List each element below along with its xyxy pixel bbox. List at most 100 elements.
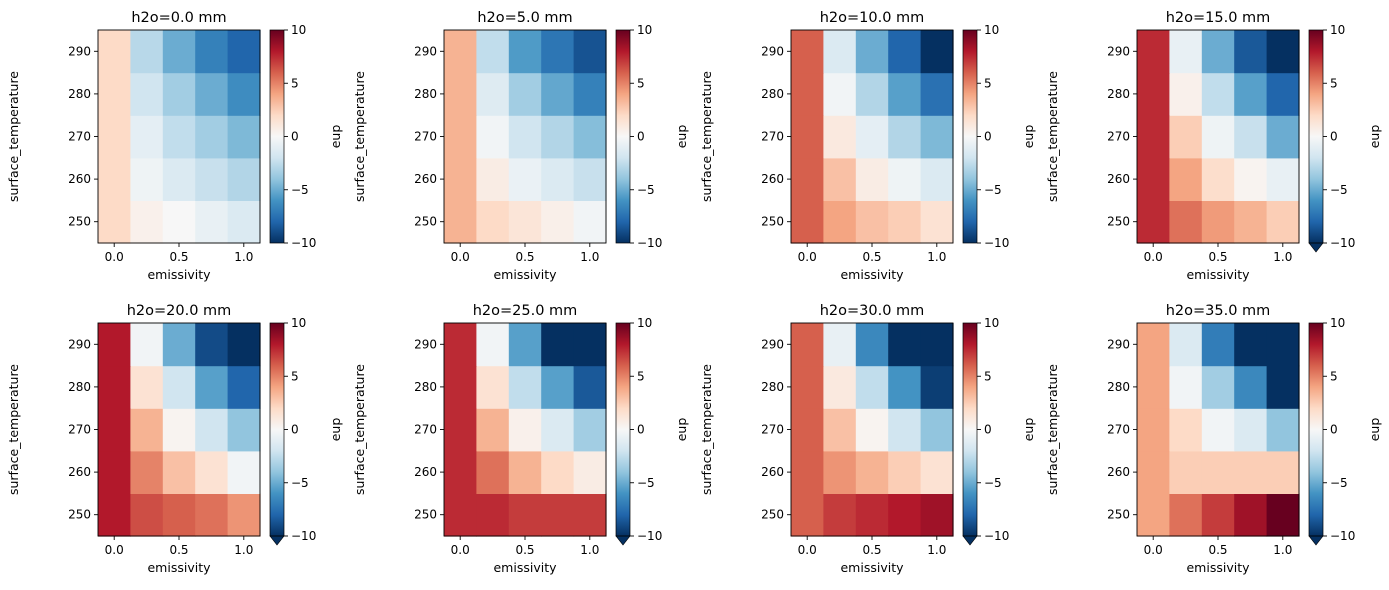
heatmap-cell [855,450,889,494]
colorbar-tick-label: 10 [984,23,999,37]
heatmap-cell [1201,408,1235,452]
heatmap-cell [1266,72,1300,116]
heatmap-cell [130,72,164,116]
colorbar [616,30,630,243]
heatmap-cell [855,365,889,409]
colorbar-extend-min [1308,535,1324,546]
heatmap-cell [1169,408,1203,452]
heatmap-cell [227,72,261,116]
heatmap-cell [823,72,857,116]
x-tick-label: 0.5 [862,250,881,264]
heatmap-cell [476,157,510,201]
heatmap-cell [130,115,164,159]
y-tick-label: 280 [761,87,784,101]
x-axis-label: emissivity [493,560,557,575]
y-axis-label: surface_temperature [1045,364,1060,495]
heatmap-cell [888,200,922,244]
x-tick-label: 0.5 [1208,250,1227,264]
colorbar-tick-label: −10 [637,529,662,543]
heatmap-cell [1234,450,1268,494]
colorbar-label: eup [674,125,689,149]
heatmap-cell [98,323,131,367]
colorbar [963,30,977,243]
y-axis-label: surface_temperature [6,71,21,202]
heatmap-cell [130,493,164,537]
heatmap-cell [855,30,889,74]
x-tick-label: 1.0 [927,543,946,557]
heatmap-cell [888,450,922,494]
heatmap-cell [1137,408,1170,452]
heatmap-cell [130,365,164,409]
y-tick-label: 270 [414,130,437,144]
heatmap-cell [888,365,922,409]
heatmap-cell [195,157,229,201]
heatmap-cell [920,200,954,244]
colorbar-tick-label: 0 [984,130,992,144]
heatmap-cell [195,450,229,494]
colorbar-tick-label: 5 [1330,369,1338,383]
heatmap-cell [920,157,954,201]
heatmap-cell [573,30,607,74]
heatmap-cell [98,115,131,159]
y-tick-label: 250 [761,215,784,229]
heatmap-cell [162,493,196,537]
heatmap-cell [541,323,575,367]
y-tick-label: 250 [1107,508,1130,522]
y-tick-label: 270 [761,423,784,437]
heatmap-cell [541,408,575,452]
heatmap-cell [476,408,510,452]
heatmap-cell [573,493,607,537]
x-tick-label: 0.5 [515,543,534,557]
y-tick-label: 280 [1107,87,1130,101]
heatmap-cell [162,450,196,494]
colorbar-label: eup [1367,125,1382,149]
heatmap-cell [1201,450,1235,494]
colorbar-tick-label: −5 [291,183,309,197]
heatmap-cell [162,323,196,367]
heatmap-cell [1234,408,1268,452]
subplot-5: 0.0 0.5 1.0 250 260 270 280 290 h2o=20.0 mm emiss… [6,303,343,575]
y-tick-label: 270 [68,130,91,144]
heatmap-cell [1169,200,1203,244]
colorbar-tick-label: −5 [291,476,309,490]
heatmap-cell [1137,157,1170,201]
heatmap-cell [541,200,575,244]
heatmap-cell [227,157,261,201]
y-axis-label: surface_temperature [352,71,367,202]
subplot-title: h2o=35.0 mm [1166,303,1271,319]
heatmap-cell [1137,365,1170,409]
heatmap-cell [920,365,954,409]
heatmap-cell [476,72,510,116]
x-tick-label: 0.5 [862,543,881,557]
x-tick-label: 0.0 [798,250,817,264]
heatmap-cell [823,323,857,367]
y-axis-label: surface_temperature [6,364,21,495]
heatmap-cell [476,450,510,494]
heatmap-cell [98,30,131,74]
y-tick-label: 260 [68,465,91,479]
heatmap-cell [920,72,954,116]
y-axis-label: surface_temperature [1045,71,1060,202]
heatmap-cell [1201,323,1235,367]
y-tick-label: 280 [414,87,437,101]
heatmap-cell [573,72,607,116]
heatmap-cell [508,493,542,537]
heatmap-cell [823,200,857,244]
heatmap-cell [1137,200,1170,244]
heatmap-cell [541,157,575,201]
heatmap-cell [508,450,542,494]
x-tick-label: 0.5 [515,250,534,264]
heatmap-cell [444,365,477,409]
colorbar-tick-label: 10 [1330,23,1345,37]
heatmap-cell [195,365,229,409]
colorbar-tick-label: 0 [1330,130,1338,144]
colorbar-tick-label: −10 [984,236,1009,250]
colorbar-tick-label: −5 [984,476,1002,490]
colorbar-tick-label: 10 [1330,316,1345,330]
subplot-title: h2o=15.0 mm [1166,10,1271,26]
colorbar-extend-min [962,535,978,546]
colorbar-extend-min [615,535,631,546]
subplot-6: 0.0 0.5 1.0 250 260 270 280 290 h2o=25.0 mm emiss… [352,303,689,575]
heatmap-cell [508,30,542,74]
colorbar [1309,30,1323,243]
